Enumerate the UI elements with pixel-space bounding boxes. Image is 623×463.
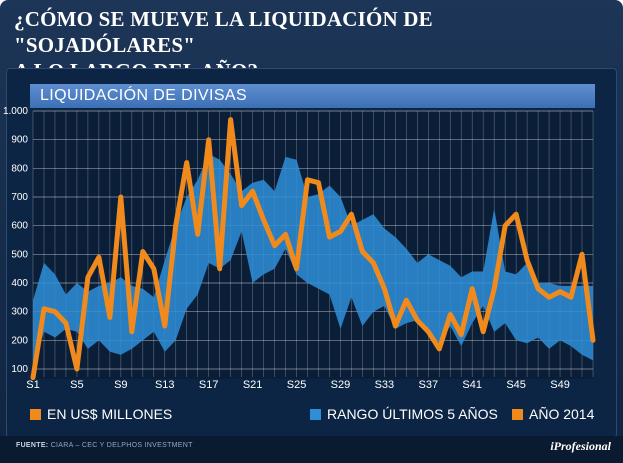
year-2014-point	[316, 180, 321, 185]
x-tick-label: S13	[155, 379, 175, 391]
x-tick-label: S41	[462, 379, 482, 391]
year-2014-point	[228, 117, 233, 122]
y-tick-label: 200	[11, 335, 28, 346]
year-2014-point	[360, 249, 365, 254]
x-tick-label: S17	[199, 379, 219, 391]
year-2014-point	[382, 286, 387, 291]
legend: EN US$ MILLONES RANGO ÚLTIMOS 5 AÑOS AÑO…	[30, 404, 600, 424]
year-2014-point	[129, 329, 134, 334]
legend-range: RANGO ÚLTIMOS 5 AÑOS	[310, 404, 498, 424]
year-2014-point	[327, 235, 332, 240]
year-2014-point	[261, 217, 266, 222]
year-2014-point	[580, 252, 585, 257]
source-label: FUENTE:	[16, 442, 49, 449]
year-2014-point	[52, 309, 57, 314]
year-2014-point	[536, 286, 541, 291]
y-tick-label: 100	[11, 364, 28, 375]
year-2014-point	[547, 295, 552, 300]
footer-bar	[0, 436, 623, 463]
year-2014-point	[503, 223, 508, 228]
y-tick-label: 300	[11, 307, 28, 318]
brand-logo: iProfesional	[550, 439, 611, 453]
year-2014-point	[195, 232, 200, 237]
y-tick-label: 400	[11, 278, 28, 289]
legend-range-swatch	[310, 409, 321, 420]
year-2014-point	[448, 312, 453, 317]
year-2014-point	[184, 160, 189, 165]
year-2014-point	[558, 289, 563, 294]
year-line	[30, 117, 596, 381]
year-2014-point	[173, 223, 178, 228]
x-tick-label: S33	[375, 379, 395, 391]
year-2014-point	[217, 266, 222, 271]
legend-range-label: RANGO ÚLTIMOS 5 AÑOS	[327, 406, 498, 422]
y-tick-label: 900	[11, 135, 28, 146]
headline-line-1: ¿CÓMO SE MUEVE LA LIQUIDACIÓN DE "SOJADÓ…	[14, 7, 433, 57]
x-tick-label: S21	[243, 379, 263, 391]
year-2014-point	[41, 306, 46, 311]
year-2014-point	[140, 249, 145, 254]
year-2014-point	[349, 212, 354, 217]
year-2014-point	[206, 137, 211, 142]
year-2014-point	[481, 329, 486, 334]
y-tick-label: 700	[11, 192, 28, 203]
year-2014-point	[283, 232, 288, 237]
year-2014-point	[63, 321, 68, 326]
legend-units: EN US$ MILLONES	[30, 404, 172, 424]
year-2014-point	[107, 315, 112, 320]
year-2014-point	[118, 195, 123, 199]
y-tick-label: 600	[11, 221, 28, 232]
legend-year-label: AÑO 2014	[529, 406, 595, 422]
year-2014-point	[85, 275, 90, 280]
year-2014-point	[437, 346, 442, 351]
y-tick-label: 1.000	[3, 106, 28, 117]
year-2014-point	[404, 298, 409, 303]
chart-title: LIQUIDACIÓN DE DIVISAS	[30, 84, 595, 108]
legend-units-label: EN US$ MILLONES	[47, 406, 173, 422]
legend-units-swatch	[30, 409, 41, 420]
source-note: FUENTE: CIARA – CEC Y DELPHOS INVESTMENT	[16, 442, 193, 449]
x-tick-label: S45	[506, 379, 526, 391]
year-2014-line	[30, 117, 596, 381]
year-2014-point	[459, 332, 464, 337]
year-2014-point	[151, 266, 156, 271]
x-axis-ticks: S1 S5 S9 S13 S17 S21 S25 S29 S33 S37 S41 S45 S49	[26, 379, 570, 391]
year-2014-point	[305, 177, 310, 182]
year-2014-point	[591, 338, 595, 343]
x-tick-label: S37	[419, 379, 439, 391]
year-2014-point	[492, 286, 497, 291]
year-2014-point	[371, 260, 376, 265]
x-tick-label: S29	[331, 379, 351, 391]
year-2014-point	[31, 375, 35, 380]
y-tick-label: 500	[11, 249, 28, 260]
year-2014-point	[74, 367, 79, 371]
year-2014-point	[426, 329, 431, 334]
x-tick-label: S25	[287, 379, 307, 391]
year-2014-point	[525, 258, 530, 263]
x-tick-label: S5	[70, 379, 83, 391]
year-2014-point	[514, 212, 519, 217]
x-tick-label: S49	[550, 379, 570, 391]
year-2014-point	[162, 324, 167, 328]
x-tick-label: S9	[114, 379, 127, 391]
year-2014-point	[569, 295, 574, 300]
year-2014-point	[239, 203, 244, 208]
y-axis-ticks: 100 200 300 400 500 600 700 800 900 1.000	[3, 106, 28, 375]
year-2014-point	[250, 189, 255, 194]
year-2014-point	[393, 324, 398, 328]
source-text: CIARA – CEC Y DELPHOS INVESTMENT	[50, 442, 193, 449]
year-2014-point	[272, 243, 277, 248]
x-tick-label: S1	[26, 379, 39, 391]
year-2014-point	[415, 318, 420, 323]
year-2014-point	[294, 266, 299, 271]
year-2014-point	[470, 286, 475, 291]
year-2014-point	[338, 229, 343, 234]
year-2014-point	[96, 255, 101, 260]
legend-year: AÑO 2014	[512, 404, 594, 424]
y-tick-label: 800	[11, 163, 28, 174]
legend-year-swatch	[512, 409, 523, 420]
